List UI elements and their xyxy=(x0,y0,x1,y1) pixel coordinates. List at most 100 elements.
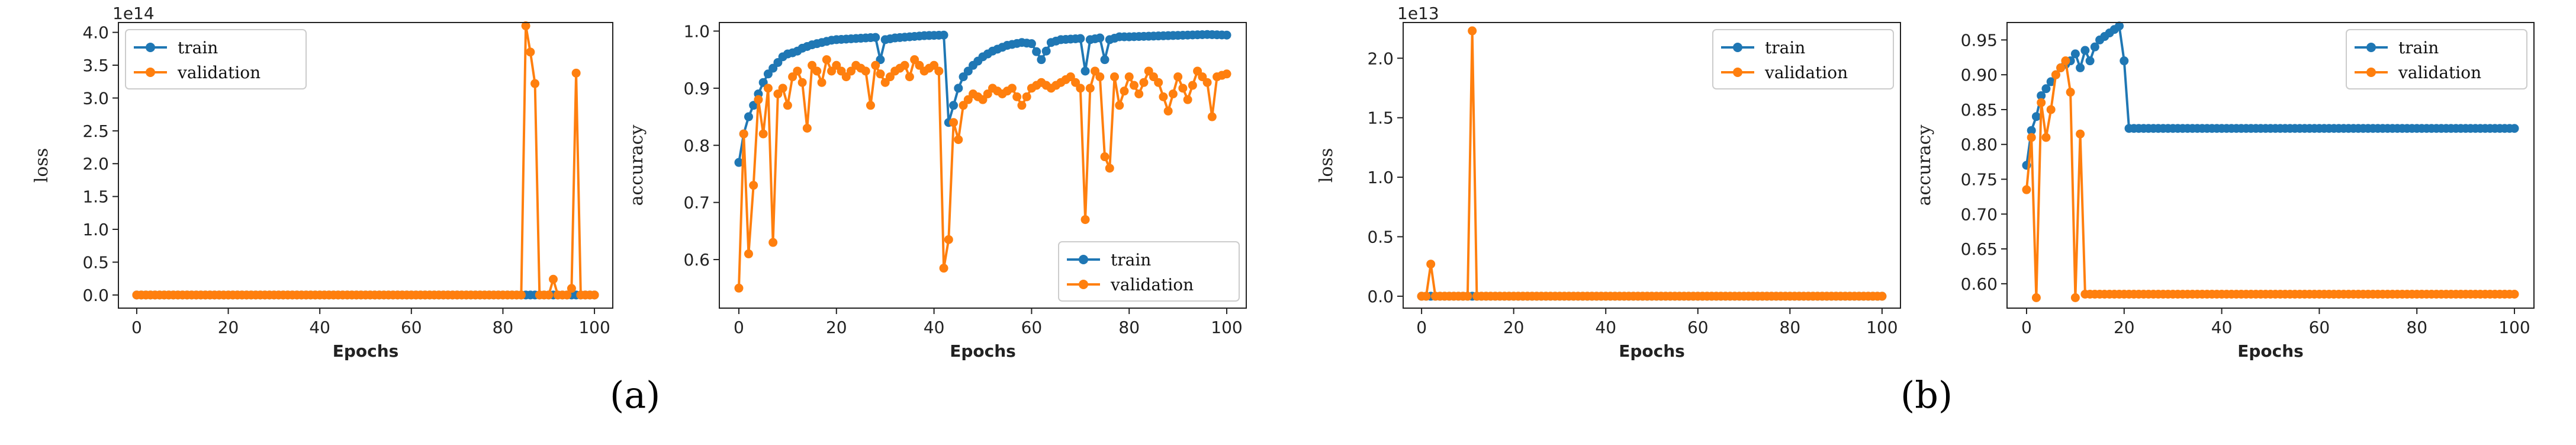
data-point-validation xyxy=(2212,289,2221,299)
data-point-validation xyxy=(1032,81,1041,90)
legend: train validation xyxy=(125,29,307,89)
data-point-validation xyxy=(567,284,576,293)
data-point-validation xyxy=(1129,81,1139,90)
data-point-train xyxy=(2120,56,2129,66)
data-point-train xyxy=(2090,42,2099,52)
data-point-validation xyxy=(1149,72,1158,82)
data-point-validation xyxy=(749,181,758,190)
data-point-validation xyxy=(1110,72,1119,82)
legend-marker-train xyxy=(1733,43,1742,52)
data-point-validation xyxy=(949,118,959,127)
y-tick-label: 0.75 xyxy=(1961,170,1998,190)
data-point-validation xyxy=(1178,84,1188,93)
legend: train validation xyxy=(1712,29,1894,89)
legend-box xyxy=(2346,29,2527,89)
data-point-validation xyxy=(744,249,753,258)
x-tick-label: 80 xyxy=(493,318,514,337)
legend-marker-validation xyxy=(146,68,155,77)
chart-panel-1: 0 20 40 60 80 100 0.0 0.5 1.0 1.5 2.0 2.5 3.0 3.5 4.0 E… xyxy=(31,4,613,361)
data-point-train xyxy=(2505,124,2514,133)
data-point-validation xyxy=(2037,98,2046,107)
data-point-validation xyxy=(847,66,856,76)
data-point-train xyxy=(2037,91,2046,100)
y-axis-label: loss xyxy=(31,148,52,183)
data-point-validation xyxy=(1085,84,1095,93)
legend: train validation xyxy=(2346,29,2527,89)
x-tick-label: 60 xyxy=(401,318,422,337)
y-tick-label: 0.60 xyxy=(1961,274,1998,294)
data-point-validation xyxy=(1080,215,1090,225)
data-point-validation xyxy=(562,290,572,300)
data-point-train xyxy=(2080,46,2090,55)
data-point-validation xyxy=(1071,78,1080,87)
y-axis-label: accuracy xyxy=(1914,125,1935,206)
data-point-train xyxy=(1139,31,1149,41)
panel-label-a: (a) xyxy=(610,373,661,417)
data-point-validation xyxy=(1139,78,1149,87)
data-point-validation xyxy=(1873,292,1882,301)
data-point-validation xyxy=(983,89,992,98)
data-point-validation xyxy=(993,87,1002,96)
data-point-validation xyxy=(1173,72,1183,82)
y-tick-label: 0.0 xyxy=(1367,287,1394,306)
data-point-validation xyxy=(734,283,744,293)
data-point-validation xyxy=(2031,293,2041,302)
data-point-train xyxy=(1120,32,1129,41)
data-point-validation xyxy=(2310,289,2319,299)
y-tick-label: 0.80 xyxy=(1961,135,1998,155)
legend-label-train: train xyxy=(1111,250,1151,270)
x-tick-label: 60 xyxy=(2309,318,2330,337)
y-tick-label: 4.0 xyxy=(82,23,109,43)
data-point-validation xyxy=(1115,101,1124,110)
plot-frame xyxy=(118,22,613,309)
y-tick-label: 1.0 xyxy=(1367,168,1394,187)
data-point-validation xyxy=(548,274,558,284)
data-point-train xyxy=(900,33,909,42)
data-point-train xyxy=(2407,124,2417,133)
data-point-validation xyxy=(812,66,822,76)
legend-label-train: train xyxy=(178,38,218,57)
data-point-validation xyxy=(963,95,973,104)
data-point-validation xyxy=(2070,293,2080,302)
data-point-validation xyxy=(1095,72,1105,82)
data-point-train xyxy=(2041,84,2051,94)
y-tick-label: 0.7 xyxy=(683,193,710,213)
data-point-validation xyxy=(1463,292,1472,301)
x-tick-label: 40 xyxy=(1595,318,1616,337)
x-tick-label: 80 xyxy=(1118,318,1140,337)
axis-offset-text: 1e14 xyxy=(112,4,155,23)
data-point-validation xyxy=(1100,152,1109,162)
data-point-validation xyxy=(2115,289,2124,299)
data-point-train xyxy=(1037,55,1046,65)
data-point-validation xyxy=(1105,164,1114,173)
data-point-validation xyxy=(1159,92,1168,101)
data-point-validation xyxy=(954,135,963,145)
x-tick-label: 100 xyxy=(578,318,610,337)
x-axis-label: Epochs xyxy=(1619,341,1685,361)
y-tick-label: 0.5 xyxy=(1367,228,1394,247)
data-point-validation xyxy=(856,63,866,73)
data-point-train xyxy=(1032,47,1041,56)
data-point-train xyxy=(2046,77,2056,87)
data-point-validation xyxy=(2505,289,2514,299)
y-tick-label: 0.0 xyxy=(82,286,109,305)
y-tick-label: 1.5 xyxy=(82,187,109,207)
data-point-train xyxy=(1091,34,1100,43)
data-point-train xyxy=(2027,126,2036,135)
data-point-validation xyxy=(521,21,530,31)
x-axis-label: Epochs xyxy=(950,341,1016,361)
y-tick-label: 1.5 xyxy=(1367,108,1394,128)
data-point-validation xyxy=(939,264,948,273)
x-tick-label: 20 xyxy=(826,318,847,337)
data-point-validation xyxy=(758,129,768,139)
x-tick-label: 60 xyxy=(1687,318,1709,337)
y-tick-label: 0.6 xyxy=(683,250,710,270)
data-point-train xyxy=(2163,124,2173,133)
x-tick-label: 80 xyxy=(2406,318,2427,337)
y-tick-label: 3.5 xyxy=(82,56,109,75)
y-tick-label: 0.5 xyxy=(82,252,109,272)
data-point-train xyxy=(1022,39,1031,48)
data-point-train xyxy=(934,30,944,40)
x-tick-label: 0 xyxy=(131,318,142,337)
